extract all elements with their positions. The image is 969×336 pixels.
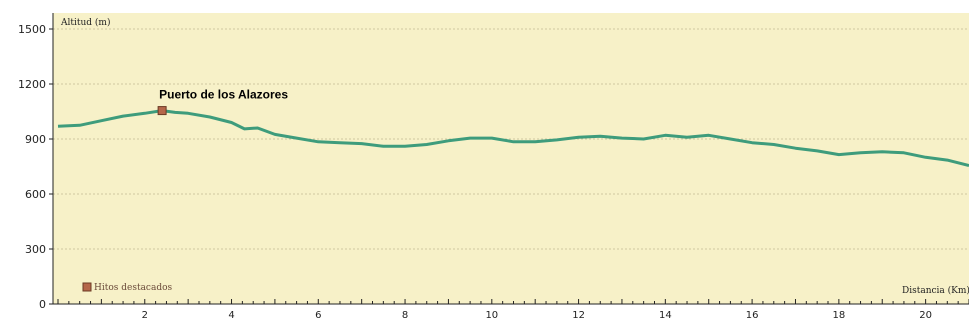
elevation-point [470,138,471,139]
x-tick-label: 4 [228,310,234,321]
elevation-point [257,128,258,129]
elevation-point [339,142,340,143]
elevation-point [621,138,622,139]
elevation-point [244,128,245,129]
annotation-label: Puerto de los Alazores [159,88,288,102]
elevation-point [101,120,102,121]
annotation-marker [158,107,166,115]
elevation-point [361,143,362,144]
elevation-point [860,152,861,153]
elevation-point [318,141,319,142]
y-axis-title: Altitud (m) [60,17,110,28]
plot-background [53,13,969,304]
elevation-point [123,116,124,117]
elevation-point [209,117,210,118]
x-tick-label: 16 [746,310,759,321]
legend-marker-swatch [83,283,91,291]
elevation-point [773,144,774,145]
elevation-point [687,137,688,138]
elevation-point [817,150,818,151]
x-tick-label: 10 [485,310,498,321]
y-tick-label: 300 [25,243,46,256]
elevation-point [426,144,427,145]
elevation-point [556,139,557,140]
x-axis-title: Distancia (Km) [902,285,969,296]
elevation-point [730,139,731,140]
elevation-point [795,148,796,149]
x-tick-label: 20 [919,310,932,321]
legend-label: Hitos destacados [94,283,173,293]
elevation-point [903,152,904,153]
elevation-point [513,141,514,142]
elevation-point [665,135,666,136]
elevation-point [405,146,406,147]
elevation-point [708,135,709,136]
elevation-point [882,151,883,152]
x-tick-label: 12 [572,310,585,321]
x-tick-label: 2 [142,310,148,321]
elevation-point [600,136,601,137]
x-tick-label: 18 [832,310,845,321]
y-tick-label: 0 [39,298,46,311]
y-tick-label: 1500 [18,23,46,36]
elevation-point [752,142,753,143]
elevation-point [144,113,145,114]
elevation-point [947,160,948,161]
x-tick-label: 14 [659,310,672,321]
y-tick-label: 600 [25,188,46,201]
x-tick-label: 8 [402,310,408,321]
elevation-point [925,157,926,158]
y-tick-label: 900 [25,133,46,146]
elevation-point [296,138,297,139]
elevation-point [79,125,80,126]
x-tick-label: 6 [315,310,321,321]
elevation-point [838,154,839,155]
elevation-point [578,137,579,138]
elevation-point [383,146,384,147]
elevation-point [231,122,232,123]
elevation-point [491,138,492,139]
elevation-point [448,140,449,141]
elevation-point [188,113,189,114]
elevation-point [535,141,536,142]
elevation-point [175,112,176,113]
elevation-point [58,126,59,127]
elevation-point [643,139,644,140]
elevation-point [274,134,275,135]
y-tick-label: 1200 [18,78,46,91]
